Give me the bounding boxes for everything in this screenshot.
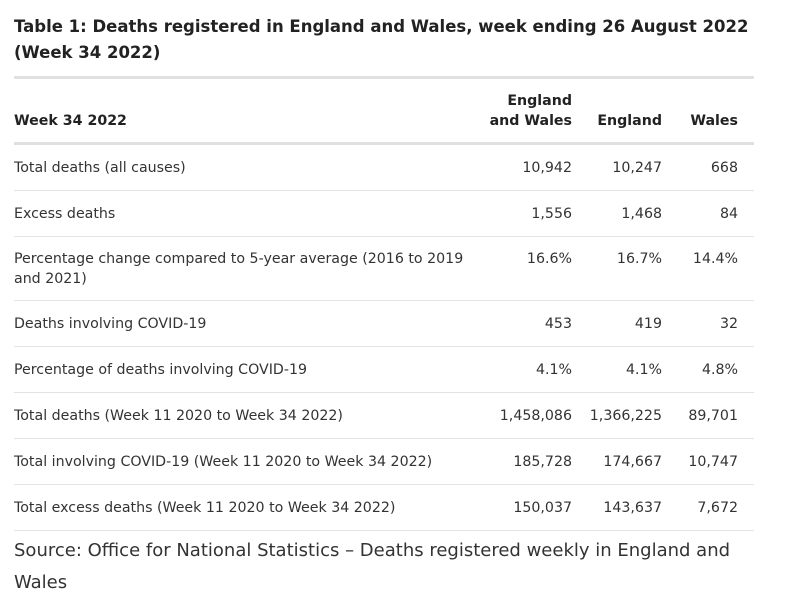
row-label: Total involving COVID-19 (Week 11 2020 t… (14, 454, 433, 470)
header-week: Week 34 2022 (14, 113, 127, 129)
table-row: Deaths involving COVID-19 453 419 32 (14, 301, 754, 347)
cell-england-and-wales: 1,556 (531, 206, 572, 222)
table-row: Percentage change compared to 5-year ave… (14, 237, 754, 301)
cell-england: 4.1% (625, 362, 662, 378)
row-label: Deaths involving COVID-19 (14, 316, 207, 332)
cell-england: 1,366,225 (589, 408, 662, 424)
table-container: Table 1: Deaths registered in England an… (14, 14, 754, 599)
header-england: England (597, 113, 662, 129)
header-england-and-wales: England and Wales (489, 93, 572, 129)
cell-england: 1,468 (621, 206, 662, 222)
deaths-table: Week 34 2022 England and Wales England W… (14, 79, 754, 531)
source-note: Source: Office for National Statistics –… (14, 540, 731, 593)
row-label: Total excess deaths (Week 11 2020 to Wee… (14, 500, 396, 516)
table-title: Table 1: Deaths registered in England an… (14, 17, 749, 62)
table-row: Percentage of deaths involving COVID-19 … (14, 347, 754, 393)
cell-wales: 32 (719, 316, 738, 332)
row-label: Percentage change compared to 5-year ave… (14, 251, 464, 287)
cell-england-and-wales: 150,037 (513, 500, 572, 516)
title-divider (14, 76, 754, 79)
table-row: Total deaths (all causes) 10,942 10,247 … (14, 144, 754, 191)
cell-wales: 7,672 (697, 500, 738, 516)
header-wales: Wales (690, 113, 738, 129)
cell-wales: 10,747 (688, 454, 738, 470)
table-row: Total excess deaths (Week 11 2020 to Wee… (14, 485, 754, 531)
row-label: Excess deaths (14, 206, 116, 222)
cell-wales: 14.4% (692, 251, 738, 267)
cell-england: 143,637 (603, 500, 662, 516)
cell-england-and-wales: 1,458,086 (499, 408, 572, 424)
table-row: Total involving COVID-19 (Week 11 2020 t… (14, 439, 754, 485)
row-label: Total deaths (all causes) (14, 160, 186, 176)
cell-wales: 4.8% (701, 362, 738, 378)
table-row: Total deaths (Week 11 2020 to Week 34 20… (14, 393, 754, 439)
cell-wales: 668 (710, 160, 738, 176)
cell-england-and-wales: 453 (544, 316, 572, 332)
cell-england: 174,667 (603, 454, 662, 470)
row-label: Percentage of deaths involving COVID-19 (14, 362, 307, 378)
cell-wales: 84 (719, 206, 738, 222)
cell-england: 16.7% (616, 251, 662, 267)
cell-england: 10,247 (612, 160, 662, 176)
cell-england-and-wales: 16.6% (526, 251, 572, 267)
row-label: Total deaths (Week 11 2020 to Week 34 20… (14, 408, 343, 424)
cell-england-and-wales: 185,728 (513, 454, 572, 470)
cell-wales: 89,701 (688, 408, 738, 424)
cell-england-and-wales: 10,942 (522, 160, 572, 176)
table-header-row: Week 34 2022 England and Wales England W… (14, 79, 754, 144)
cell-england-and-wales: 4.1% (535, 362, 572, 378)
table-row: Excess deaths 1,556 1,468 84 (14, 191, 754, 237)
cell-england: 419 (634, 316, 662, 332)
